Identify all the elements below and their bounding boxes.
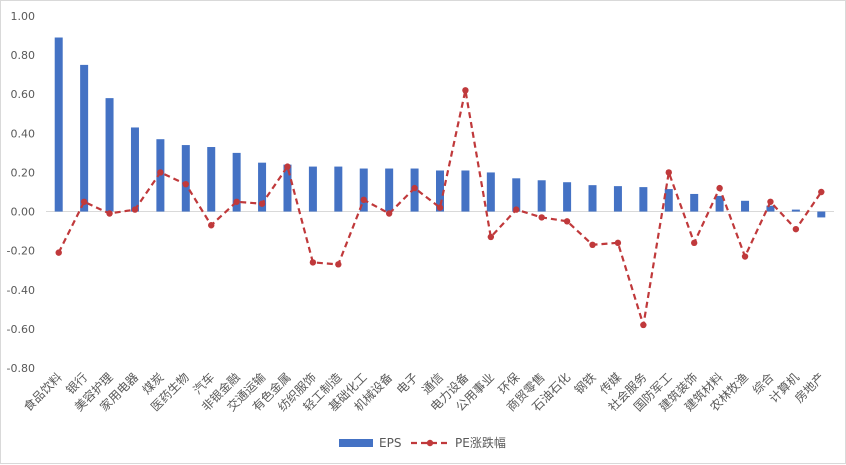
pe-change-point bbox=[767, 198, 774, 205]
pe-change-point bbox=[131, 206, 139, 213]
eps-bar bbox=[105, 98, 114, 212]
pe-change-point bbox=[792, 225, 800, 233]
pe-change-point bbox=[513, 206, 520, 213]
legend-label-eps: EPS bbox=[379, 436, 401, 450]
eps-bar bbox=[817, 211, 826, 218]
legend: EPS PE涨跌幅 bbox=[339, 435, 506, 450]
x-axis-labels: 食品饮料银行美容护理家用电器煤炭医药生物汽车非银金融交通运输有色金属纺织服饰轻工… bbox=[20, 370, 827, 415]
x-category-label: 食品饮料 bbox=[20, 370, 65, 415]
y-tick-label: 1.00 bbox=[11, 10, 36, 23]
pe-change-point bbox=[106, 210, 113, 217]
y-tick-label: 0.20 bbox=[11, 166, 36, 179]
pe-change-point bbox=[640, 321, 647, 329]
eps-bar bbox=[181, 145, 190, 212]
eps-bar bbox=[537, 180, 546, 212]
pe-change-point bbox=[233, 198, 240, 205]
pe-change-point bbox=[385, 210, 393, 217]
pe-change-point bbox=[411, 184, 418, 192]
eps-bar bbox=[791, 209, 800, 212]
legend-swatch-eps bbox=[339, 439, 373, 447]
eps-bar bbox=[486, 172, 495, 212]
y-tick-label: -0.80 bbox=[7, 362, 35, 375]
y-tick-label: 0.60 bbox=[11, 88, 36, 101]
eps-bar bbox=[512, 178, 521, 212]
pe-change-point bbox=[589, 241, 596, 248]
eps-bar bbox=[130, 127, 139, 212]
eps-bar bbox=[283, 164, 292, 212]
pe-change-point bbox=[741, 253, 749, 260]
eps-bar bbox=[664, 189, 673, 212]
pe-change-point bbox=[665, 169, 672, 176]
eps-bars bbox=[54, 37, 826, 218]
pe-change-point bbox=[716, 184, 723, 192]
eps-bar bbox=[766, 205, 775, 212]
pe-change-line bbox=[55, 87, 825, 329]
eps-bar bbox=[207, 147, 216, 212]
y-tick-label: -0.60 bbox=[7, 323, 35, 336]
pe-change-point bbox=[690, 239, 698, 247]
pe-change-point bbox=[80, 198, 88, 205]
pe-change-point bbox=[360, 196, 367, 204]
eps-bar bbox=[461, 170, 470, 212]
pe-change-point bbox=[309, 259, 317, 266]
x-category-label: 电子 bbox=[394, 370, 421, 397]
y-tick-label: 0.40 bbox=[11, 127, 36, 140]
pe-change-point bbox=[157, 169, 164, 176]
eps-bar bbox=[588, 185, 597, 212]
x-category-label: 钢铁 bbox=[572, 370, 599, 397]
pe-change-point bbox=[55, 249, 62, 256]
eps-bar bbox=[690, 193, 699, 212]
pe-change-point bbox=[614, 239, 622, 247]
pe-change-point bbox=[818, 188, 825, 196]
legend-label-pe-change: PE涨跌幅 bbox=[455, 435, 506, 450]
legend-swatch-pe-marker bbox=[426, 439, 434, 447]
pe-change-point bbox=[563, 218, 571, 225]
y-tick-label: 0.00 bbox=[11, 206, 36, 219]
pe-change-point bbox=[335, 261, 342, 268]
eps-bar bbox=[741, 200, 750, 212]
eps-bar bbox=[359, 168, 368, 212]
eps-bar bbox=[54, 37, 63, 212]
eps-bar bbox=[715, 195, 724, 212]
eps-bar bbox=[334, 166, 343, 212]
pe-change-point bbox=[436, 204, 444, 211]
pe-change-point bbox=[462, 87, 469, 94]
eps-bar bbox=[232, 152, 241, 212]
pe-change-point bbox=[208, 222, 215, 229]
eps-bar bbox=[385, 168, 394, 212]
eps-bar bbox=[258, 162, 267, 212]
eps-bar bbox=[80, 64, 89, 212]
y-axis: 1.00 0.80 0.60 0.40 0.20 0.00 -0.20 -0.40 -0.60 -… bbox=[7, 10, 35, 375]
pe-change-point bbox=[182, 180, 190, 188]
eps-bar bbox=[613, 186, 622, 212]
pe-change-point bbox=[487, 233, 495, 241]
y-tick-label: 0.80 bbox=[11, 49, 36, 62]
pe-change-point bbox=[258, 200, 266, 207]
eps-bar bbox=[639, 187, 648, 212]
y-tick-label: -0.40 bbox=[7, 284, 35, 297]
eps-bar bbox=[436, 170, 444, 212]
y-tick-label: -0.20 bbox=[7, 245, 35, 258]
pe-change-point bbox=[284, 163, 291, 170]
pe-change-point bbox=[538, 214, 545, 221]
eps-bar bbox=[308, 166, 317, 212]
eps-bar bbox=[563, 182, 572, 212]
